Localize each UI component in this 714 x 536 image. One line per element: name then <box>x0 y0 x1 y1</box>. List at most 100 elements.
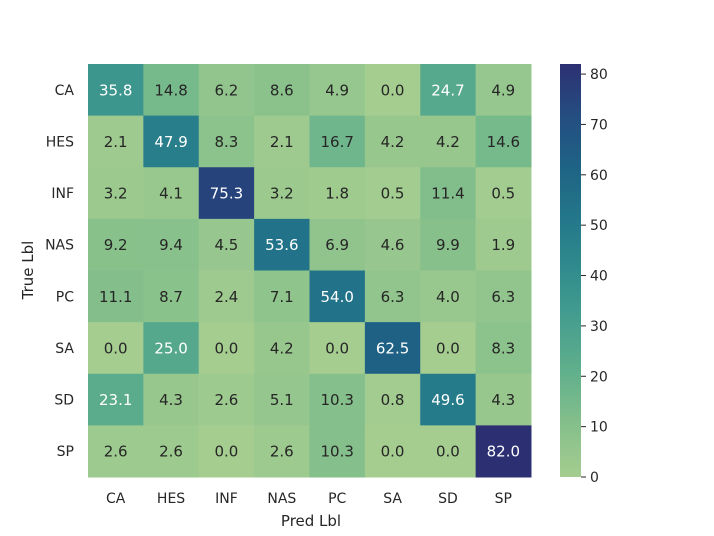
x-axis-label: Pred Lbl <box>281 512 341 530</box>
cell-value-label: 10.3 <box>320 391 353 409</box>
cell-value-label: 0.0 <box>104 339 128 357</box>
heatmap-cell <box>143 373 200 426</box>
colorbar-tick-label: 20 <box>590 369 608 385</box>
colorbar-tick-label: 30 <box>590 319 608 335</box>
cell-value-label: 2.6 <box>215 391 239 409</box>
heatmap-cell <box>364 322 421 375</box>
cell-value-label: 6.9 <box>325 236 349 254</box>
cell-value-label: 75.3 <box>210 185 243 203</box>
heatmap-cell <box>309 115 366 168</box>
cell-value-label: 0.5 <box>491 185 515 203</box>
heatmap-cell <box>420 270 477 323</box>
heatmap-cell <box>420 425 477 478</box>
heatmap-cell <box>254 425 310 478</box>
colorbar-tick-label: 70 <box>590 117 608 133</box>
heatmap-cell <box>475 373 532 426</box>
heatmap-cell <box>420 167 477 220</box>
y-axis-label: True Lbl <box>19 241 37 301</box>
cell-value-label: 0.0 <box>325 339 349 357</box>
cell-value-label: 4.9 <box>325 81 349 99</box>
heatmap-cell <box>475 270 532 323</box>
x-tick-label: SA <box>383 491 402 507</box>
colorbar-tick-label: 80 <box>590 67 608 83</box>
heatmap-cell <box>309 373 366 426</box>
cell-value-label: 0.0 <box>381 81 405 99</box>
cell-value-label: 3.2 <box>270 185 294 203</box>
x-tick-label: PC <box>328 491 346 507</box>
heatmap-cell <box>198 373 255 426</box>
cell-value-label: 2.6 <box>270 443 294 461</box>
cell-value-label: 0.5 <box>381 185 405 203</box>
colorbar-tick-label: 60 <box>590 168 608 184</box>
colorbar-tick-label: 0 <box>590 470 599 486</box>
cell-value-label: 9.2 <box>104 236 128 254</box>
cell-value-label: 24.7 <box>431 81 464 99</box>
cell-value-label: 47.9 <box>154 133 187 151</box>
cell-value-label: 54.0 <box>320 288 353 306</box>
heatmap-cells: 35.8 14.8 6.2 8.6 4.9 0.0 24.7 4.9 2.1 47.9 8.3 2.1… <box>88 64 532 478</box>
heatmap-cell <box>364 167 421 220</box>
y-tick-label: HES <box>46 134 74 150</box>
heatmap-cell <box>198 322 255 375</box>
cell-value-label: 4.2 <box>436 133 460 151</box>
cell-value-label: 4.1 <box>159 185 183 203</box>
cell-value-label: 6.2 <box>215 81 239 99</box>
cell-value-label: 8.3 <box>215 133 239 151</box>
cell-value-label: 11.4 <box>431 185 464 203</box>
y-tick-label: PC <box>56 289 74 305</box>
heatmap-cell <box>475 167 532 220</box>
heatmap-cell <box>364 64 421 117</box>
cell-value-label: 8.6 <box>270 81 294 99</box>
heatmap-cell <box>143 425 200 478</box>
x-tick-label: HES <box>157 491 185 507</box>
cell-value-label: 8.3 <box>491 339 515 357</box>
x-tick-label: SP <box>495 491 512 507</box>
heatmap-cell <box>420 373 477 426</box>
heatmap-cell <box>420 64 477 117</box>
cell-value-label: 9.9 <box>436 236 460 254</box>
heatmap-cell <box>364 115 421 168</box>
heatmap-cell <box>364 218 421 271</box>
heatmap-cell <box>364 373 421 426</box>
heatmap-cell <box>254 115 310 168</box>
heatmap-cell <box>475 218 532 271</box>
colorbar-gradient <box>560 64 581 477</box>
colorbar-tick-label: 10 <box>590 420 608 436</box>
heatmap-cell <box>254 64 310 117</box>
heatmap-cell <box>475 64 532 117</box>
heatmap-cell <box>198 64 255 117</box>
cell-value-label: 4.3 <box>491 391 515 409</box>
cell-value-label: 7.1 <box>270 288 294 306</box>
cell-value-label: 2.1 <box>104 133 128 151</box>
cell-value-label: 6.3 <box>491 288 515 306</box>
heatmap-cell <box>475 115 532 168</box>
cell-value-label: 1.8 <box>325 185 349 203</box>
heatmap-cell <box>198 115 255 168</box>
cell-value-label: 10.3 <box>320 443 353 461</box>
heatmap-cell <box>88 425 144 478</box>
y-tick-label: NAS <box>45 238 74 254</box>
heatmap-cell <box>309 218 366 271</box>
cell-value-label: 2.1 <box>270 133 294 151</box>
cell-value-label: 25.0 <box>154 339 187 357</box>
heatmap-cell <box>254 218 310 271</box>
heatmap-cell <box>309 64 366 117</box>
cell-value-label: 14.8 <box>154 81 187 99</box>
heatmap-cell <box>198 218 255 271</box>
heatmap-cell <box>143 270 200 323</box>
heatmap-cell <box>143 64 200 117</box>
y-tick-label: SP <box>57 444 74 460</box>
y-tick-label: SD <box>54 393 74 409</box>
heatmap-cell <box>88 322 144 375</box>
x-tick-label: NAS <box>267 491 296 507</box>
cell-value-label: 4.0 <box>436 288 460 306</box>
heatmap-cell <box>420 218 477 271</box>
cell-value-label: 5.1 <box>270 391 294 409</box>
cell-value-label: 23.1 <box>99 391 132 409</box>
y-tick-label: CA <box>55 83 75 99</box>
y-tick-labels: CA HES INF NAS PC SA SD SP <box>45 83 74 460</box>
cell-value-label: 2.4 <box>215 288 239 306</box>
cell-value-label: 0.8 <box>381 391 405 409</box>
heatmap-cell <box>254 373 310 426</box>
heatmap-cell <box>143 218 200 271</box>
